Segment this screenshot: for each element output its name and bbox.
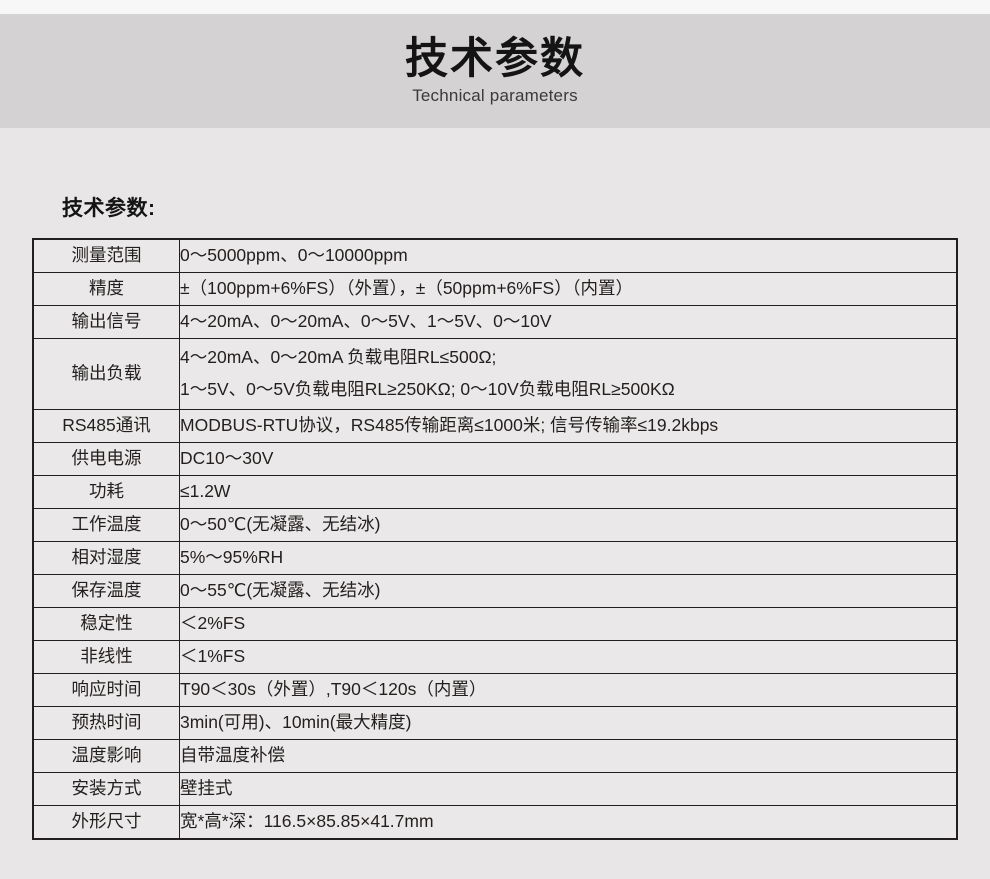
spec-value-cell: ＜2%FS [179, 607, 958, 641]
spec-label-cell: 工作温度 [32, 508, 180, 542]
spec-value-cell: 0～55℃(无凝露、无结冰) [179, 574, 958, 608]
table-row: 响应时间 T90＜30s（外置）,T90＜120s（内置） [32, 673, 958, 707]
spec-value-cell: 0～5000ppm、0～10000ppm [179, 238, 958, 273]
spec-label-cell: 稳定性 [32, 607, 180, 641]
spec-label-cell: 输出负载 [32, 338, 180, 410]
spec-label-cell: 响应时间 [32, 673, 180, 707]
spec-value-cell: 4～20mA、0～20mA、0～5V、1～5V、0～10V [179, 305, 958, 339]
spec-value-line: ＜1%FS [180, 646, 246, 667]
table-row: 供电电源 DC10～30V [32, 442, 958, 476]
spec-value-cell: ＜1%FS [179, 640, 958, 674]
spec-value-line: 4～20mA、0～20mA、0～5V、1～5V、0～10V [180, 311, 552, 332]
spec-value-cell: 壁挂式 [179, 772, 958, 806]
table-row: 输出负载 4～20mA、0～20mA 负载电阻RL≤500Ω; 1～5V、0～5V负… [32, 338, 958, 410]
spec-label-cell: 测量范围 [32, 238, 180, 273]
spec-value-cell: 3min(可用)、10min(最大精度) [179, 706, 958, 740]
table-row: 非线性 ＜1%FS [32, 640, 958, 674]
spec-value-line: 0～5000ppm、0～10000ppm [180, 245, 408, 266]
table-row: 外形尺寸 宽*高*深：116.5×85.85×41.7mm [32, 805, 958, 840]
table-row: RS485通讯 MODBUS-RTU协议，RS485传输距离≤1000米; 信号传… [32, 409, 958, 443]
spec-label-cell: 精度 [32, 272, 180, 306]
table-row: 温度影响 自带温度补偿 [32, 739, 958, 773]
table-row: 安装方式 壁挂式 [32, 772, 958, 806]
spec-label-cell: 相对湿度 [32, 541, 180, 575]
table-row: 稳定性 ＜2%FS [32, 607, 958, 641]
spec-label-cell: 供电电源 [32, 442, 180, 476]
spec-value-line: 0～50℃(无凝露、无结冰) [180, 514, 381, 535]
spec-table-container: 测量范围 0～5000ppm、0～10000ppm 精度 ±（100ppm+6%FS）… [32, 238, 958, 840]
spec-value-line: 5%～95%RH [180, 547, 284, 568]
spec-value-cell: MODBUS-RTU协议，RS485传输距离≤1000米; 信号传输率≤19.2… [179, 409, 958, 443]
table-row: 预热时间 3min(可用)、10min(最大精度) [32, 706, 958, 740]
page-title: 技术参数 [405, 34, 585, 83]
table-row: 精度 ±（100ppm+6%FS）（外置），±（50ppm+6%FS）（内置） [32, 272, 958, 306]
spec-label-cell: 安装方式 [32, 772, 180, 806]
spec-value-cell: 宽*高*深：116.5×85.85×41.7mm [179, 805, 958, 840]
spec-label-cell: 外形尺寸 [32, 805, 180, 840]
spec-label-cell: 预热时间 [32, 706, 180, 740]
spec-label-cell: 功耗 [32, 475, 180, 509]
spec-value-cell: ≤1.2W [179, 475, 958, 509]
spec-label-cell: 非线性 [32, 640, 180, 674]
spec-value-line: MODBUS-RTU协议，RS485传输距离≤1000米; 信号传输率≤19.2… [180, 415, 719, 436]
spec-value-cell: ±（100ppm+6%FS）（外置），±（50ppm+6%FS）（内置） [179, 272, 958, 306]
spec-value-line: ≤1.2W [180, 481, 231, 502]
spec-value-cell: 0～50℃(无凝露、无结冰) [179, 508, 958, 542]
spec-value-cell: T90＜30s（外置）,T90＜120s（内置） [179, 673, 958, 707]
table-row: 相对湿度 5%～95%RH [32, 541, 958, 575]
spec-value-cell: 4～20mA、0～20mA 负载电阻RL≤500Ω; 1～5V、0～5V负载电阻R… [179, 338, 958, 410]
spec-value-line: 1～5V、0～5V负载电阻RL≥250KΩ; 0～10V负载电阻RL≥500KΩ [180, 379, 675, 399]
spec-label-cell: 温度影响 [32, 739, 180, 773]
spec-table-body: 测量范围 0～5000ppm、0～10000ppm 精度 ±（100ppm+6%FS）… [32, 238, 958, 840]
spec-value-line: 3min(可用)、10min(最大精度) [180, 712, 412, 733]
technical-parameters-table: 测量范围 0～5000ppm、0～10000ppm 精度 ±（100ppm+6%FS）… [32, 238, 958, 840]
spec-value-line: ±（100ppm+6%FS）（外置），±（50ppm+6%FS）（内置） [180, 278, 633, 299]
section-heading: 技术参数: [62, 197, 156, 220]
spec-value-line: ＜2%FS [180, 613, 246, 634]
spec-label-cell: 输出信号 [32, 305, 180, 339]
table-row: 保存温度 0～55℃(无凝露、无结冰) [32, 574, 958, 608]
page-header-band: 技术参数 Technical parameters [0, 14, 990, 128]
page-subtitle: Technical parameters [412, 86, 578, 106]
table-row: 工作温度 0～50℃(无凝露、无结冰) [32, 508, 958, 542]
spec-value-line: 自带温度补偿 [180, 745, 285, 766]
spec-value-line: 0～55℃(无凝露、无结冰) [180, 580, 381, 601]
table-row: 功耗 ≤1.2W [32, 475, 958, 509]
table-row: 测量范围 0～5000ppm、0～10000ppm [32, 238, 958, 273]
spec-value-line: 宽*高*深：116.5×85.85×41.7mm [180, 811, 434, 832]
spec-value-cell: 自带温度补偿 [179, 739, 958, 773]
spec-label-cell: 保存温度 [32, 574, 180, 608]
top-white-strip [0, 0, 990, 14]
spec-value-line: T90＜30s（外置）,T90＜120s（内置） [180, 679, 487, 700]
spec-value-cell: DC10～30V [179, 442, 958, 476]
spec-value-cell: 5%～95%RH [179, 541, 958, 575]
spec-value-line: DC10～30V [180, 448, 274, 469]
spec-value-line: 壁挂式 [180, 778, 233, 799]
table-row: 输出信号 4～20mA、0～20mA、0～5V、1～5V、0～10V [32, 305, 958, 339]
spec-value-line: 4～20mA、0～20mA 负载电阻RL≤500Ω; [180, 347, 497, 368]
spec-label-cell: RS485通讯 [32, 409, 180, 443]
